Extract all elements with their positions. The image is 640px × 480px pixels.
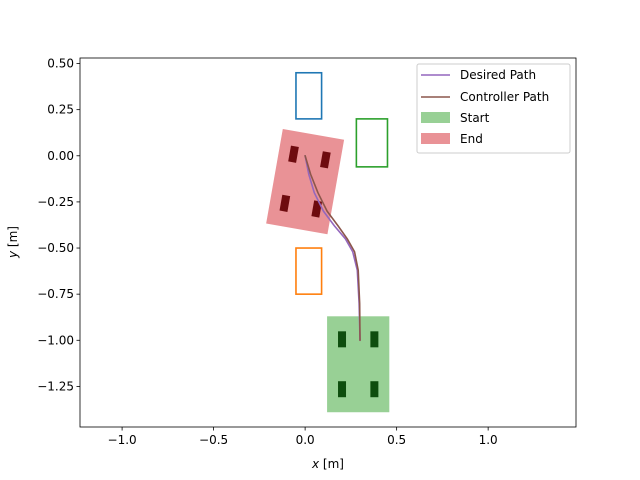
legend-box xyxy=(416,63,571,154)
end-wheel-2 xyxy=(320,151,331,169)
y-tick-label: 0.50 xyxy=(47,57,74,71)
x-tick-label: 0.0 xyxy=(296,433,315,447)
end-wheel-3 xyxy=(279,194,291,212)
y-tick-label: 0.25 xyxy=(47,103,74,117)
x-ticks: −1.0 −0.5 0.0 0.5 1.0 xyxy=(108,427,498,447)
y-tick-label: −1.25 xyxy=(37,379,74,393)
y-axis-label: y [m] xyxy=(6,226,20,259)
series-line-controller-path xyxy=(304,154,361,342)
plot-content xyxy=(266,71,390,413)
y-axis-label-unit: [m] xyxy=(6,226,20,251)
legend-swatch-end xyxy=(421,133,450,144)
x-axis-label-unit: [m] xyxy=(319,457,344,471)
x-tick-label: 0.5 xyxy=(387,433,406,447)
legend-label-end: End xyxy=(460,132,483,146)
start-pose xyxy=(327,316,390,413)
legend-swatch-start xyxy=(421,112,450,123)
y-axis-label-var: y xyxy=(6,250,20,259)
start-wheel-1 xyxy=(338,331,347,348)
x-tick-label: −1.0 xyxy=(108,433,137,447)
legend-label-start: Start xyxy=(460,111,490,125)
y-tick-label: −0.50 xyxy=(37,241,74,255)
start-wheel-4 xyxy=(370,381,379,398)
end-wheel-1 xyxy=(288,145,299,163)
legend-label-desired-path: Desired Path xyxy=(460,68,536,82)
y-tick-label: −1.00 xyxy=(37,333,74,347)
start-wheel-2 xyxy=(370,331,379,348)
y-tick-label: 0.00 xyxy=(47,149,74,163)
x-axis-label: x [m] xyxy=(311,457,344,471)
x-axis-label-var: x xyxy=(311,457,320,471)
y-tick-label: −0.75 xyxy=(37,287,74,301)
y-ticks: 0.50 0.25 0.00 −0.25 −0.50 −0.75 −1.00 −1.25 xyxy=(37,57,80,393)
obstacle-1 xyxy=(295,71,323,120)
obstacle-2 xyxy=(355,118,389,168)
x-tick-label: −0.5 xyxy=(199,433,228,447)
start-pose-body xyxy=(327,316,390,413)
obstacle-3 xyxy=(295,247,323,295)
legend-label-controller-path: Controller Path xyxy=(460,90,549,104)
axes-frame xyxy=(79,57,577,428)
x-tick-label: 1.0 xyxy=(479,433,498,447)
start-wheel-3 xyxy=(338,381,347,398)
y-tick-label: −0.25 xyxy=(37,195,74,209)
legend: Desired Path Controller Path Start End xyxy=(416,63,571,154)
